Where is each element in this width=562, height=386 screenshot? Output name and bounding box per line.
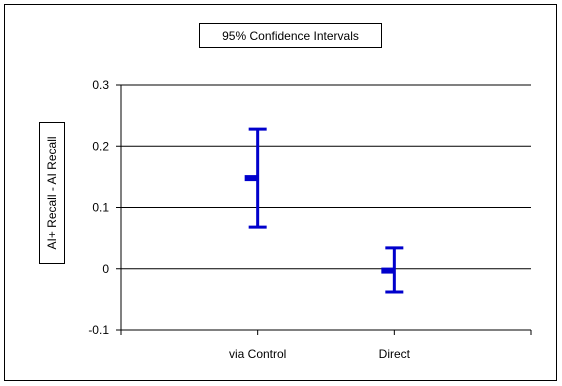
chart-title-text: 95% Confidence Intervals <box>222 28 359 43</box>
y-tick-label: 0.3 <box>92 78 109 92</box>
y-tick-label: -0.1 <box>88 323 109 337</box>
x-tick-label: via Control <box>229 347 286 361</box>
chart-title: 95% Confidence Intervals <box>199 23 382 48</box>
x-tick-label: Direct <box>379 347 411 361</box>
y-axis-label: AI+ Recall - AI Recall <box>39 122 65 264</box>
point-estimate-marker <box>381 267 395 274</box>
chart-frame <box>4 4 557 381</box>
point-estimate-marker <box>244 175 258 182</box>
y-tick-label: 0.2 <box>92 139 109 153</box>
y-tick-label: 0.1 <box>92 201 109 215</box>
y-tick-label: 0 <box>102 262 109 276</box>
